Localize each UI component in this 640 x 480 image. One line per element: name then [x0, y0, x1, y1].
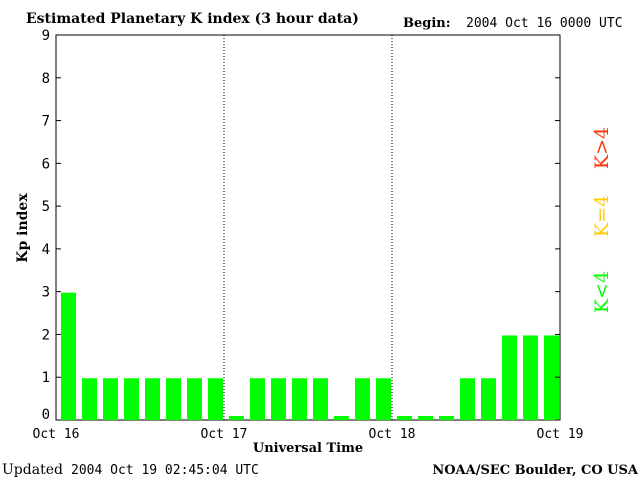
bars-group: [61, 292, 559, 420]
kp-bar: [313, 378, 328, 420]
x-tick-label: Oct 16: [33, 427, 80, 442]
y-tick-label: 1: [42, 370, 50, 386]
kp-bar: [61, 292, 76, 420]
kp-bar: [397, 416, 412, 420]
kp-bar: [229, 416, 244, 420]
y-tick-label: 9: [42, 28, 50, 44]
kp-bar: [502, 335, 517, 420]
kp-bar: [82, 378, 97, 420]
y-ticks: 0 1 2 3 4 5 6 7 8 9: [42, 28, 560, 423]
y-tick-label: 4: [42, 242, 50, 258]
kp-bar: [544, 335, 559, 420]
kp-bar: [439, 416, 454, 420]
legend-low: K<4: [591, 271, 613, 313]
kp-bar: [271, 378, 286, 420]
kp-bar: [145, 378, 160, 420]
kp-bar: [103, 378, 118, 420]
kp-bar: [418, 416, 433, 420]
x-tick-label: Oct 18: [369, 427, 416, 442]
x-ticks: Oct 16 Oct 17 Oct 18 Oct 19: [33, 427, 584, 442]
source-credit: NOAA/SEC Boulder, CO USA: [432, 463, 639, 478]
kp-bar: [187, 378, 202, 420]
kp-bar: [460, 378, 475, 420]
x-tick-label: Oct 19: [537, 427, 584, 442]
y-axis-label: Kp index: [15, 193, 31, 263]
kp-bar: [250, 378, 265, 420]
kp-bar: [355, 378, 370, 420]
y-tick-label: 0: [42, 407, 50, 423]
y-tick-label: 8: [42, 71, 50, 87]
kp-bar: [334, 416, 349, 420]
y-tick-label: 3: [42, 285, 50, 301]
y-tick-label: 5: [42, 199, 50, 215]
kp-bar: [292, 378, 307, 420]
kp-bar: [208, 378, 223, 420]
day-separators: [223, 35, 393, 420]
begin-label: Begin:: [403, 16, 451, 31]
begin-value: 2004 Oct 16 0000 UTC: [466, 16, 623, 31]
kp-bar: [481, 378, 496, 420]
x-axis-label: Universal Time: [253, 441, 363, 456]
legend-equal: K=4: [591, 195, 613, 237]
chart-title: Estimated Planetary K index (3 hour data…: [26, 11, 359, 27]
plot-frame: [55, 34, 561, 421]
y-tick-label: 7: [42, 114, 50, 130]
legend-high: K>4: [591, 127, 613, 169]
updated-label: Updated: [2, 462, 63, 478]
kp-bar: [523, 335, 538, 420]
y-tick-label: 2: [42, 327, 50, 343]
y-tick-label: 6: [42, 156, 50, 172]
kp-bar: [124, 378, 139, 420]
kp-bar: [166, 378, 181, 420]
updated-value: 2004 Oct 19 02:45:04 UTC: [71, 463, 259, 478]
x-tick-label: Oct 17: [201, 427, 248, 442]
kp-bar: [376, 378, 391, 420]
